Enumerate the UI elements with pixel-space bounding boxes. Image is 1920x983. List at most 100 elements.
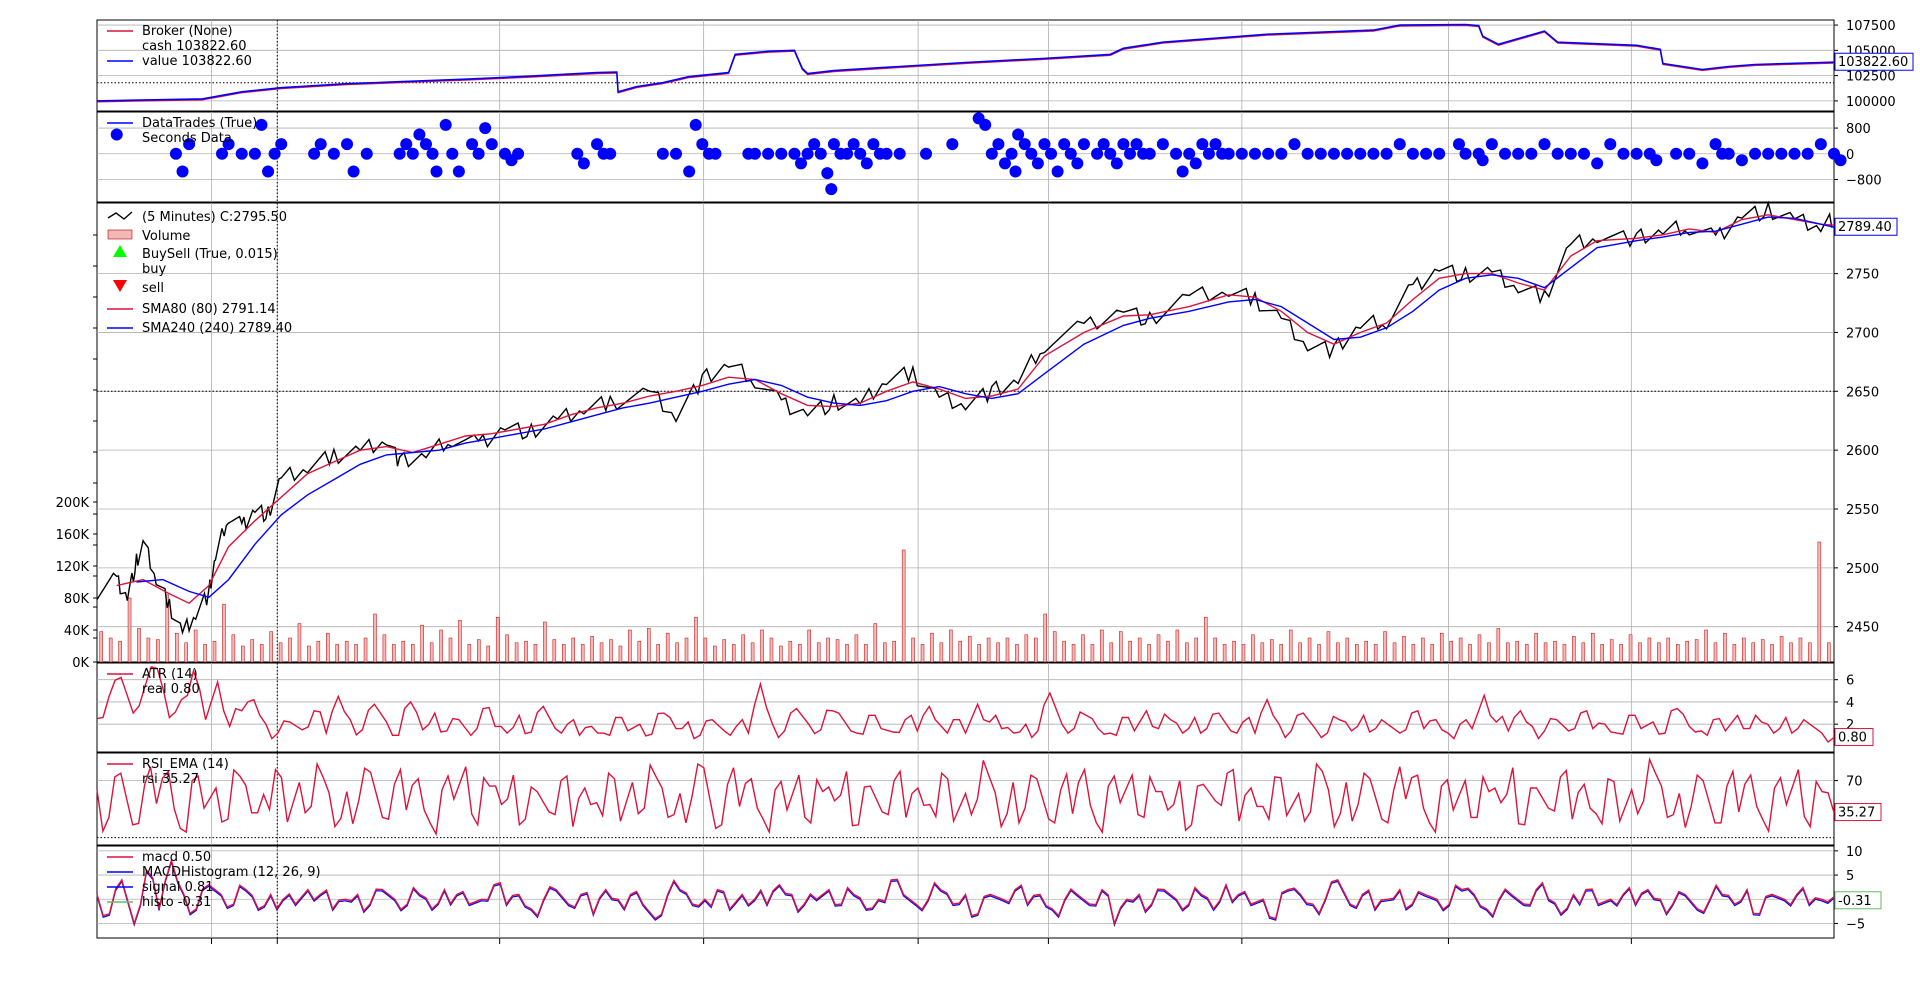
trade-marker <box>1420 147 1433 160</box>
broker-panel: 107500105000102500100000103822.60Broker … <box>96 19 1914 112</box>
trade-marker <box>1393 138 1406 151</box>
sell-triangle-icon <box>113 280 127 292</box>
legend-label: MACDHistogram (12, 26, 9) <box>142 865 321 880</box>
last-value-label: 0.80 <box>1838 731 1867 746</box>
volume-bar <box>1005 637 1010 663</box>
volume-bar <box>1421 637 1425 663</box>
volume-bar <box>1175 629 1180 663</box>
volume-bar <box>241 645 245 663</box>
volume-bar <box>1524 644 1529 663</box>
volume-tick-label: 0K <box>72 656 89 671</box>
trade-marker <box>683 165 696 178</box>
trade-marker <box>748 147 761 160</box>
volume-bar <box>1411 644 1416 663</box>
trade-marker <box>670 147 682 160</box>
trade-marker <box>1591 157 1604 170</box>
trade-marker <box>183 138 196 151</box>
trade-marker <box>235 147 248 160</box>
volume-bar <box>165 594 170 663</box>
trade-marker <box>992 138 1005 151</box>
volume-bar <box>986 637 991 663</box>
volume-bar <box>1166 640 1170 663</box>
trade-marker <box>656 147 669 160</box>
trade-marker <box>1288 138 1301 151</box>
trade-marker <box>1564 147 1577 160</box>
y-tick-label: 800 <box>1846 122 1871 137</box>
y-tick-label: 2500 <box>1846 562 1879 577</box>
trade-marker <box>788 147 801 160</box>
volume-bar <box>156 639 160 663</box>
y-tick-label: 2550 <box>1846 503 1879 518</box>
volume-bar <box>231 634 236 663</box>
trade-marker <box>419 138 432 151</box>
trade-marker <box>577 157 590 170</box>
volume-bar <box>1779 636 1784 663</box>
trade-marker <box>1834 154 1847 167</box>
trade-marker <box>275 138 288 151</box>
legend-label: Broker (None) <box>142 24 233 39</box>
trade-marker <box>1814 138 1827 151</box>
volume-bar <box>845 644 849 663</box>
volume-bar <box>467 644 472 663</box>
volume-bar <box>901 549 906 663</box>
volume-bar <box>1100 629 1104 663</box>
y-tick-label: 10 <box>1846 845 1863 860</box>
y-tick-label: 2700 <box>1846 326 1879 341</box>
volume-bar <box>675 642 679 663</box>
volume-bar <box>344 640 349 663</box>
volume-bar <box>1279 644 1283 663</box>
volume-bar <box>637 640 642 663</box>
volume-bar <box>429 642 434 663</box>
volume-bar <box>1052 631 1057 663</box>
volume-bar <box>486 645 491 663</box>
trade-marker <box>1123 147 1136 160</box>
last-value-box <box>1834 728 1874 747</box>
trade-marker <box>1110 157 1123 170</box>
trade-marker <box>854 147 867 160</box>
last-value-label: 35.27 <box>1838 806 1875 821</box>
volume-bar <box>1534 632 1538 663</box>
volume-bar <box>259 644 264 663</box>
trade-marker <box>920 147 933 160</box>
volume-bar <box>552 639 557 663</box>
volume-bar <box>363 637 368 663</box>
last-value-box <box>1834 217 1898 236</box>
trade-marker <box>1801 147 1814 160</box>
trade-marker <box>880 147 893 160</box>
panel-frame <box>96 752 1835 846</box>
volume-bar <box>1439 632 1444 663</box>
trade-marker <box>979 118 992 131</box>
volume-bar <box>1694 639 1699 663</box>
trade-marker <box>1499 147 1512 160</box>
volume-bar <box>203 644 207 663</box>
trade-marker <box>1071 157 1084 170</box>
trade-marker <box>1551 147 1564 160</box>
volume-bar <box>1449 640 1453 663</box>
rsi-line <box>96 756 1835 837</box>
volume-bar <box>1675 644 1680 663</box>
volume-bar <box>1713 642 1718 663</box>
volume-tick-label: 160K <box>56 528 90 543</box>
volume-bar <box>1638 642 1642 663</box>
trade-marker <box>860 157 873 170</box>
y-tick-label: 2650 <box>1846 385 1879 400</box>
trade-marker <box>1367 147 1380 160</box>
trade-marker <box>1183 147 1196 160</box>
volume-bar <box>1147 644 1151 663</box>
atr-line <box>96 666 1835 743</box>
volume-bar <box>477 639 481 663</box>
trade-marker <box>1005 147 1018 160</box>
volume-tick-label: 200K <box>56 496 90 511</box>
trade-marker <box>413 128 426 141</box>
volume-bar <box>1392 642 1397 663</box>
volume-bar <box>382 634 387 663</box>
volume-bar <box>1062 640 1066 663</box>
trade-marker <box>1031 157 1044 170</box>
trade-marker <box>1222 147 1235 160</box>
trade-marker <box>1406 147 1419 160</box>
volume-bar <box>1543 642 1548 663</box>
volume-bar <box>1373 644 1378 663</box>
trade-marker <box>1051 165 1064 178</box>
trade-marker <box>1762 147 1775 160</box>
